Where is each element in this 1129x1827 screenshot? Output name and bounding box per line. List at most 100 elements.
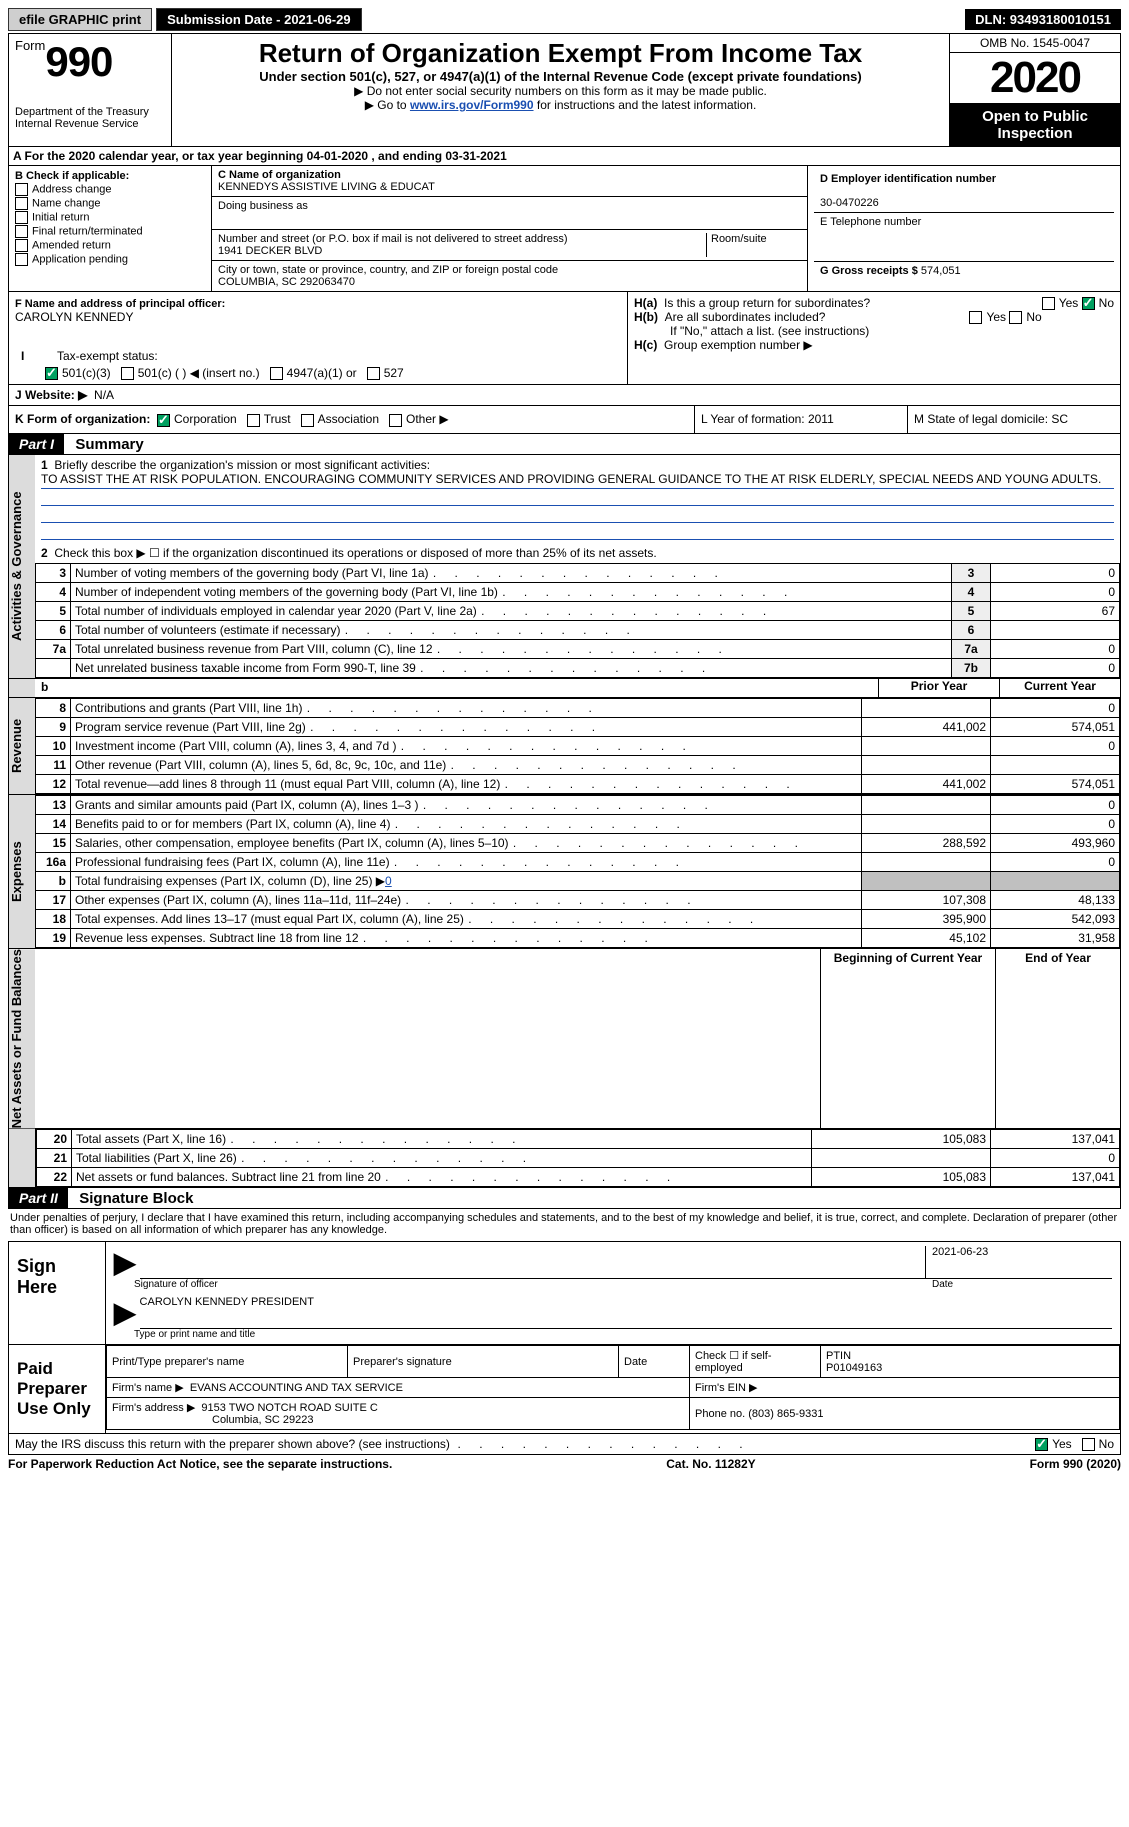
4947-checkbox[interactable] [270, 367, 283, 380]
firm-name: EVANS ACCOUNTING AND TAX SERVICE [190, 1382, 403, 1394]
dept-line1: Department of the Treasury [15, 106, 165, 118]
row-b-spacer: b Prior Year Current Year [8, 679, 1121, 698]
checkb-2[interactable]: Initial return [15, 211, 205, 224]
assoc-checkbox[interactable] [301, 414, 314, 427]
instruction-2: ▶ Go to www.irs.gov/Form990 for instruct… [180, 98, 941, 112]
discuss-no-checkbox[interactable] [1082, 1438, 1095, 1451]
ptin-value: P01049163 [826, 1362, 882, 1374]
firm-addr2: Columbia, SC 29223 [112, 1414, 314, 1426]
preparer-phone: (803) 865-9331 [748, 1408, 823, 1420]
corp-checkbox[interactable] [157, 414, 170, 427]
section-b: B Check if applicable: Address changeNam… [9, 166, 212, 291]
penalty-statement: Under penalties of perjury, I declare th… [8, 1209, 1121, 1239]
checkb-0[interactable]: Address change [15, 183, 205, 196]
netassets-vlabel: Net Assets or Fund Balances [9, 949, 35, 1128]
row-k-l-m: K Form of organization: Corporation Trus… [8, 406, 1121, 433]
paid-preparer-label: Paid Preparer Use Only [9, 1345, 106, 1433]
form-word: Form [15, 38, 45, 53]
expenses-vlabel: Expenses [9, 795, 35, 948]
gov-row-3: 3Number of voting members of the governi… [36, 563, 1120, 582]
checkb-4[interactable]: Amended return [15, 239, 205, 252]
row-a-tax-year: A For the 2020 calendar year, or tax yea… [8, 147, 1121, 166]
fin-row-21: 21Total liabilities (Part X, line 26)0 [37, 1149, 1120, 1168]
ha-no-checkbox[interactable] [1082, 297, 1095, 310]
main-title: Return of Organization Exempt From Incom… [180, 38, 941, 69]
city-state-zip: COLUMBIA, SC 292063470 [218, 276, 355, 288]
gov-row-5: 5Total number of individuals employed in… [36, 601, 1120, 620]
dept-line2: Internal Revenue Service [15, 118, 165, 130]
form-header: Form990 Department of the Treasury Inter… [8, 33, 1121, 147]
trust-checkbox[interactable] [247, 414, 260, 427]
open-public-label: Open to Public Inspection [950, 104, 1120, 146]
fin-row-17: 17Other expenses (Part IX, column (A), l… [36, 890, 1120, 909]
revenue-vlabel: Revenue [9, 698, 35, 794]
hb-no-checkbox[interactable] [1009, 311, 1022, 324]
org-name: KENNEDYS ASSISTIVE LIVING & EDUCAT [218, 181, 435, 193]
governance-vlabel: Activities & Governance [9, 455, 35, 678]
gov-row-7b: Net unrelated business taxable income fr… [36, 658, 1120, 677]
instruction-1: ▶ Do not enter social security numbers o… [180, 84, 941, 98]
gov-row-6: 6Total number of volunteers (estimate if… [36, 620, 1120, 639]
subtitle: Under section 501(c), 527, or 4947(a)(1)… [180, 69, 941, 84]
section-d-g: D Employer identification number30-04702… [807, 166, 1120, 291]
hb-yes-checkbox[interactable] [969, 311, 982, 324]
form990-link[interactable]: www.irs.gov/Form990 [410, 98, 534, 112]
street-address: 1941 DECKER BLVD [218, 245, 322, 257]
part1-netassets: 20Total assets (Part X, line 16)105,0831… [8, 1129, 1121, 1188]
ha-yes-checkbox[interactable] [1042, 297, 1055, 310]
other-checkbox[interactable] [389, 414, 402, 427]
fin-row-18: 18Total expenses. Add lines 13–17 (must … [36, 909, 1120, 928]
preparer-table: Print/Type preparer's name Preparer's si… [106, 1345, 1120, 1430]
top-bar: efile GRAPHIC print Submission Date - 20… [8, 8, 1121, 31]
efile-button[interactable]: efile GRAPHIC print [8, 8, 152, 31]
section-f-h: F Name and address of principal officer:… [8, 292, 1121, 385]
signature-block: Sign Here ▶ 2021-06-23 Signature of offi… [8, 1241, 1121, 1434]
section-c: C Name of organizationKENNEDYS ASSISTIVE… [212, 166, 807, 291]
part1-expenses: Expenses 13Grants and similar amounts pa… [8, 795, 1121, 949]
tax-year: 2020 [950, 53, 1120, 103]
checkb-1[interactable]: Name change [15, 197, 205, 210]
fin-row-20: 20Total assets (Part X, line 16)105,0831… [37, 1130, 1120, 1149]
form-number: 990 [45, 38, 112, 86]
part1-revenue: Revenue 8Contributions and grants (Part … [8, 698, 1121, 795]
sig-arrow-icon: ▶ [114, 1246, 136, 1279]
fin-row-19: 19Revenue less expenses. Subtract line 1… [36, 928, 1120, 947]
fin-row-12: 12Total revenue—add lines 8 through 11 (… [36, 774, 1120, 793]
officer-name-title: CAROLYN KENNEDY PRESIDENT [140, 1296, 1112, 1329]
checkb-3[interactable]: Final return/terminated [15, 225, 205, 238]
501c3-checkbox[interactable] [45, 367, 58, 380]
omb-number: OMB No. 1545-0047 [950, 34, 1120, 53]
discuss-yes-checkbox[interactable] [1035, 1438, 1048, 1451]
identity-block: B Check if applicable: Address changeNam… [8, 166, 1121, 292]
fin-row-15: 15Salaries, other compensation, employee… [36, 833, 1120, 852]
fin-row-16a: 16aProfessional fundraising fees (Part I… [36, 852, 1120, 871]
fin-row-10: 10Investment income (Part VIII, column (… [36, 736, 1120, 755]
sign-here-label: Sign Here [9, 1242, 106, 1344]
fin-row-13: 13Grants and similar amounts paid (Part … [36, 795, 1120, 814]
fin-row-11: 11Other revenue (Part VIII, column (A), … [36, 755, 1120, 774]
sig-arrow2-icon: ▶ [114, 1296, 136, 1329]
ein-value: 30-0470226 [820, 197, 879, 209]
fin-row-b: bTotal fundraising expenses (Part IX, co… [36, 871, 1120, 890]
discuss-row: May the IRS discuss this return with the… [8, 1434, 1121, 1455]
principal-officer: CAROLYN KENNEDY [15, 310, 133, 324]
fin-row-22: 22Net assets or fund balances. Subtract … [37, 1168, 1120, 1187]
checkb-5[interactable]: Application pending [15, 253, 205, 266]
fin-row-8: 8Contributions and grants (Part VIII, li… [36, 698, 1120, 717]
part-2-header: Part II Signature Block [8, 1188, 1121, 1209]
mission-text: TO ASSIST THE AT RISK POPULATION. ENCOUR… [41, 472, 1114, 489]
dln-label: DLN: 93493180010151 [965, 9, 1121, 30]
submission-date: Submission Date - 2021-06-29 [156, 8, 362, 31]
gov-row-7a: 7aTotal unrelated business revenue from … [36, 639, 1120, 658]
fin-row-9: 9Program service revenue (Part VIII, lin… [36, 717, 1120, 736]
gov-row-4: 4Number of independent voting members of… [36, 582, 1120, 601]
firm-addr1: 9153 TWO NOTCH ROAD SUITE C [201, 1402, 377, 1414]
part1-governance: Activities & Governance 1 Briefly descri… [8, 455, 1121, 679]
gross-receipts: 574,051 [921, 265, 961, 277]
527-checkbox[interactable] [367, 367, 380, 380]
501c-checkbox[interactable] [121, 367, 134, 380]
row-j: J Website: ▶ N/A [8, 385, 1121, 406]
page-footer: For Paperwork Reduction Act Notice, see … [8, 1455, 1121, 1471]
part-1-header: Part I Summary [8, 434, 1121, 455]
fin-row-14: 14Benefits paid to or for members (Part … [36, 814, 1120, 833]
